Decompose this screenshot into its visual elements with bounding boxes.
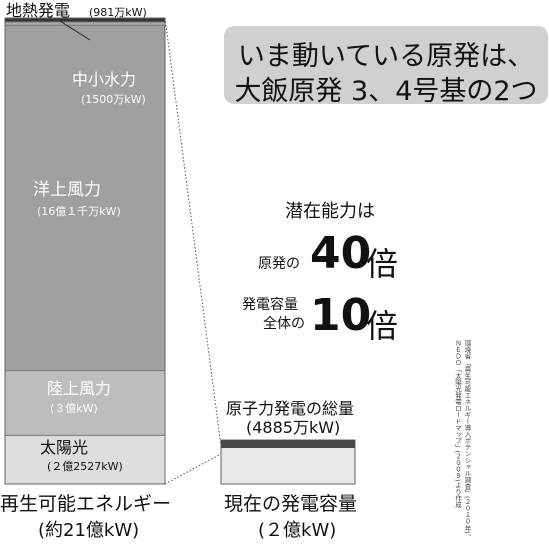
nuclear-ratio-prefix: 原発の	[258, 256, 300, 272]
nuclear-ratio-suffix: 倍	[366, 245, 399, 283]
offshore-wind-segment	[5, 25, 165, 371]
nuclear-total-label: 原子力発電の総量	[226, 399, 355, 418]
solar-label: 太陽光	[40, 438, 89, 457]
capacity-ratio-prefix-2: 全体の	[263, 316, 305, 332]
geothermal-segment	[5, 18, 165, 22]
source-note-line-2: ＮＥＤＯ「太陽光発電ロードマップ」(２００９)より作成	[453, 340, 462, 508]
hydro-value: (1500万kW)	[81, 93, 146, 106]
nuclear-total-value: (4885万kW)	[246, 418, 341, 437]
renewable-bar-outline	[4, 17, 166, 485]
nuclear-ratio-number: 40	[310, 228, 372, 279]
renewable-total-label: (約21億kW)	[38, 520, 140, 541]
geothermal-label: 地熱発電	[6, 1, 71, 20]
headline-line-1: いま動いている原発は、	[237, 41, 535, 72]
zoom-line-bottom	[164, 453, 222, 485]
source-note-line-1: 環境省「再生可能エネルギー導入ポテンシャル調査」(２０１０年)、	[463, 340, 471, 541]
capacity-ratio-number: 10	[310, 290, 372, 341]
onshore-wind-value: (３億kW)	[50, 402, 98, 415]
nuclear-capacity-segment	[221, 440, 355, 448]
headline-line-2: 大飯原発 3、4号基の2つ	[234, 76, 538, 107]
renewable-category-label: 再生可能エネルギー	[0, 493, 172, 515]
current-category-label: 現在の発電容量	[224, 493, 358, 515]
current-total-label: (２億kW)	[258, 520, 337, 541]
source-note: 環境省「再生可能エネルギー導入ポテンシャル調査」(２０１０年)、 ＮＥＤＯ「太陽…	[424, 340, 472, 541]
current-capacity-bar	[220, 439, 356, 485]
capacity-ratio-suffix: 倍	[366, 307, 399, 345]
potential-heading: 潜在能力は	[285, 201, 375, 222]
offshore-wind-value: (16億１千万kW)	[37, 205, 121, 218]
hydro-leader-line	[59, 20, 91, 41]
zoom-line-top	[164, 17, 222, 447]
offshore-wind-label: 洋上風力	[33, 180, 101, 200]
headline-banner: いま動いている原発は、 大飯原発 3、4号基の2つ	[224, 26, 548, 107]
renewable-bar	[4, 17, 166, 485]
solar-value: (２億2527kW)	[47, 460, 123, 473]
hydro-label: 中小水力	[72, 70, 137, 89]
geothermal-value: (981万kW)	[89, 6, 147, 19]
onshore-wind-label: 陸上風力	[47, 379, 112, 398]
solar-segment	[5, 435, 165, 484]
capacity-ratio-prefix-1: 発電容量	[242, 297, 298, 313]
hydro-segment	[5, 22, 165, 26]
onshore-wind-segment	[5, 370, 165, 436]
